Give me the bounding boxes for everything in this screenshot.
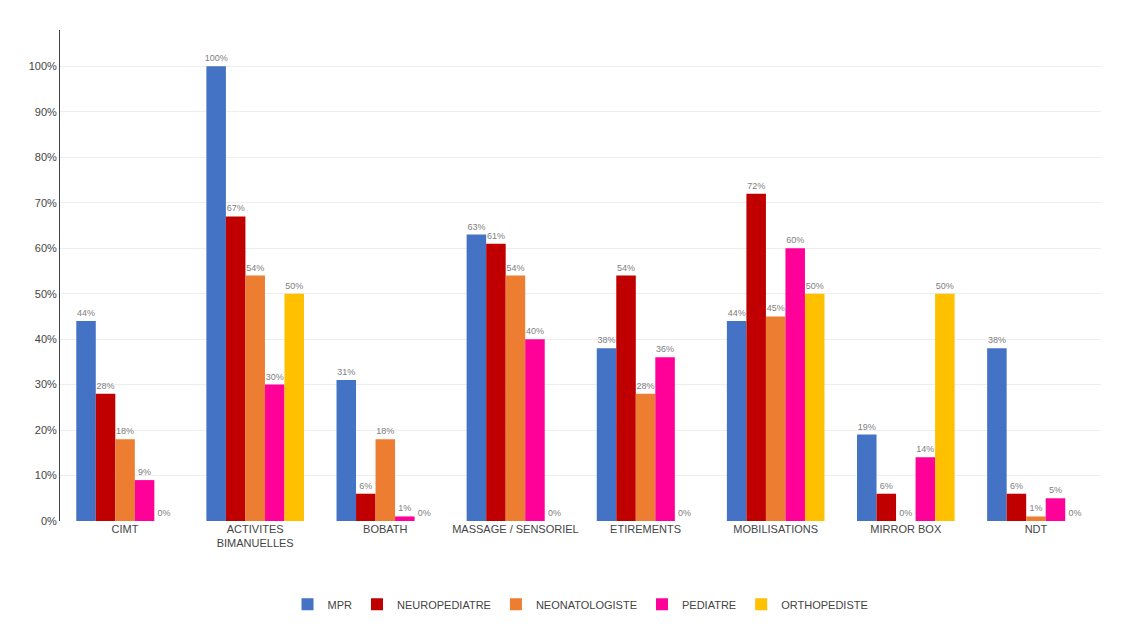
svg-text:6%: 6%: [359, 481, 372, 491]
svg-text:14%: 14%: [916, 444, 934, 454]
svg-text:PEDIATRE: PEDIATRE: [682, 599, 736, 611]
svg-text:90%: 90%: [35, 106, 57, 118]
svg-text:50%: 50%: [806, 281, 824, 291]
svg-text:20%: 20%: [35, 424, 57, 436]
svg-text:NDT: NDT: [1025, 523, 1048, 535]
svg-text:54%: 54%: [617, 263, 635, 273]
svg-text:60%: 60%: [35, 242, 57, 254]
svg-text:54%: 54%: [506, 263, 524, 273]
svg-text:100%: 100%: [205, 53, 228, 63]
svg-text:0%: 0%: [418, 508, 431, 518]
svg-text:30%: 30%: [266, 372, 284, 382]
svg-text:38%: 38%: [988, 335, 1006, 345]
svg-text:80%: 80%: [35, 151, 57, 163]
svg-text:ORTHOPEDISTE: ORTHOPEDISTE: [781, 599, 868, 611]
svg-text:28%: 28%: [97, 381, 115, 391]
svg-text:44%: 44%: [77, 308, 95, 318]
svg-text:9%: 9%: [138, 467, 151, 477]
svg-text:50%: 50%: [285, 281, 303, 291]
svg-text:MASSAGE / SENSORIEL: MASSAGE / SENSORIEL: [452, 523, 579, 535]
svg-text:63%: 63%: [467, 222, 485, 232]
svg-text:ACTIVITESBIMANUELLES: ACTIVITESBIMANUELLES: [217, 523, 294, 549]
svg-text:ETIREMENTS: ETIREMENTS: [610, 523, 681, 535]
svg-text:0%: 0%: [678, 508, 691, 518]
svg-text:50%: 50%: [35, 288, 57, 300]
svg-text:MOBILISATIONS: MOBILISATIONS: [733, 523, 818, 535]
svg-text:36%: 36%: [656, 344, 674, 354]
svg-text:40%: 40%: [526, 326, 544, 336]
svg-text:54%: 54%: [246, 263, 264, 273]
svg-text:50%: 50%: [936, 281, 954, 291]
svg-text:0%: 0%: [899, 508, 912, 518]
svg-text:6%: 6%: [1010, 481, 1023, 491]
svg-text:MIRROR BOX: MIRROR BOX: [870, 523, 942, 535]
svg-text:44%: 44%: [728, 308, 746, 318]
svg-text:0%: 0%: [1068, 508, 1081, 518]
svg-text:MPR: MPR: [328, 599, 353, 611]
svg-text:28%: 28%: [637, 381, 655, 391]
svg-text:NEONATOLOGISTE: NEONATOLOGISTE: [536, 599, 637, 611]
svg-text:0%: 0%: [158, 508, 171, 518]
svg-text:67%: 67%: [227, 203, 245, 213]
svg-text:19%: 19%: [858, 422, 876, 432]
svg-text:45%: 45%: [767, 303, 785, 313]
svg-text:NEUROPEDIATRE: NEUROPEDIATRE: [397, 599, 491, 611]
svg-text:18%: 18%: [376, 426, 394, 436]
svg-text:1%: 1%: [398, 503, 411, 513]
svg-text:10%: 10%: [35, 469, 57, 481]
svg-text:40%: 40%: [35, 333, 57, 345]
svg-text:38%: 38%: [598, 335, 616, 345]
svg-text:6%: 6%: [880, 481, 893, 491]
svg-text:CIMT: CIMT: [112, 523, 139, 535]
svg-text:31%: 31%: [337, 367, 355, 377]
svg-text:61%: 61%: [487, 231, 505, 241]
svg-text:5%: 5%: [1049, 485, 1062, 495]
svg-text:70%: 70%: [35, 197, 57, 209]
svg-text:60%: 60%: [786, 235, 804, 245]
svg-text:18%: 18%: [116, 426, 134, 436]
svg-text:0%: 0%: [548, 508, 561, 518]
svg-text:0%: 0%: [41, 515, 57, 527]
svg-text:30%: 30%: [35, 378, 57, 390]
svg-text:1%: 1%: [1029, 503, 1042, 513]
svg-text:72%: 72%: [747, 181, 765, 191]
svg-text:BOBATH: BOBATH: [363, 523, 407, 535]
svg-text:100%: 100%: [29, 60, 57, 72]
